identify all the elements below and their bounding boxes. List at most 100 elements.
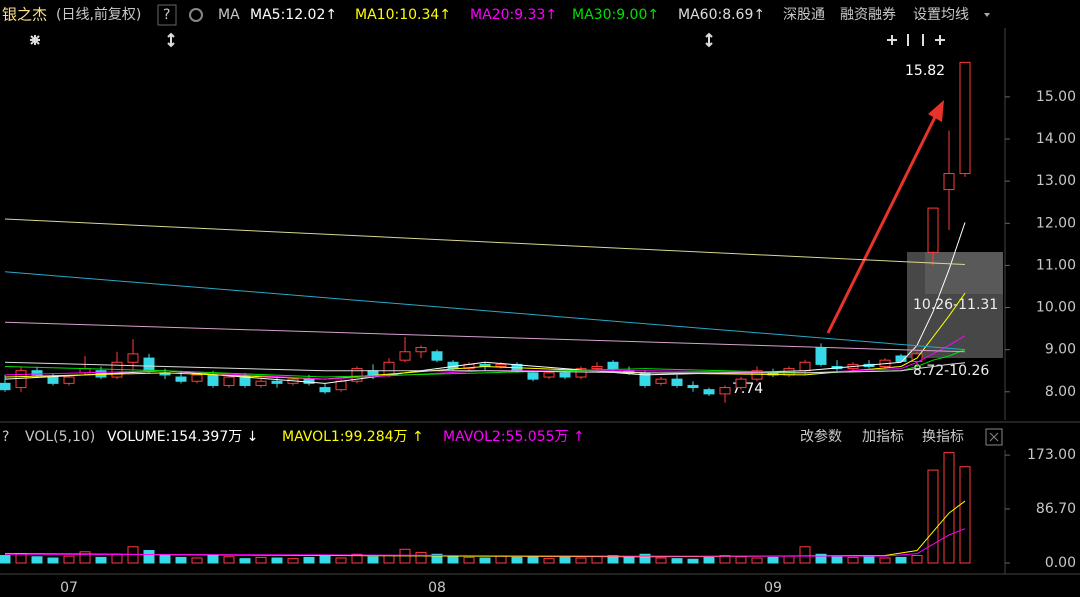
legend-entry: MAVOL2:55.055万 ↑ [443, 429, 585, 445]
stock-name[interactable]: 银之杰 [2, 6, 47, 24]
volume-bar [687, 558, 699, 564]
volume-bar [543, 558, 555, 564]
volume-bar [511, 556, 523, 564]
legend-entry: MAVOL1:99.284万 ↑ [282, 429, 424, 445]
volume-bar [591, 555, 603, 564]
y-tick-label: 13.00 [1036, 173, 1076, 189]
candle-body [399, 351, 411, 361]
volume-bar [143, 550, 155, 564]
y-tick-label: 8.00 [1045, 384, 1076, 400]
candle-body [943, 173, 955, 191]
ma-line [4, 321, 966, 353]
candle-body [735, 378, 747, 389]
volume-bar [655, 557, 667, 564]
volume-bar [495, 555, 507, 564]
candle-body [655, 378, 667, 384]
candle-body [687, 384, 699, 389]
price-mode[interactable]: (日线,前复权) [56, 6, 141, 23]
volume-bar [0, 555, 11, 564]
candle-body [127, 353, 139, 363]
ma-line [4, 500, 966, 558]
link[interactable]: 深股通 [783, 7, 825, 23]
volume-bar [319, 555, 331, 564]
x-tick-label: 09 [764, 580, 782, 596]
candle-body [0, 382, 11, 391]
candle-body [527, 372, 539, 380]
volume-bar [431, 553, 443, 564]
gap-zone [925, 252, 1003, 294]
volume-bar [415, 551, 427, 564]
x-tick-label: 08 [428, 580, 446, 596]
candle-body [815, 347, 827, 365]
volume-bar [207, 555, 219, 564]
volume-bar [159, 555, 171, 564]
volume-bar [943, 452, 955, 564]
volume-bar [111, 553, 123, 564]
y-tick-label: 14.00 [1036, 131, 1076, 147]
help[interactable]: ? [2, 429, 9, 445]
legend-entry: MA30:9.00↑ [572, 7, 659, 23]
y-tick-label: 15.00 [1036, 89, 1076, 105]
volume-bar [799, 546, 811, 564]
volume-bar [895, 556, 907, 564]
tool[interactable]: 加指标 [862, 429, 904, 445]
settings-icon[interactable] [189, 8, 203, 22]
candle-body [15, 370, 27, 389]
volume-bar [175, 556, 187, 564]
ma-line [4, 292, 966, 380]
tool[interactable]: 换指标 [922, 428, 964, 445]
volume-bar [911, 555, 923, 564]
volume-bar [735, 556, 747, 564]
candle-body [719, 387, 731, 395]
volume-bar [223, 556, 235, 564]
candle-body [431, 351, 443, 361]
close-icon[interactable] [985, 428, 1003, 446]
volume-bar [927, 469, 939, 564]
volume-bar [351, 553, 363, 564]
candle-body [335, 380, 347, 391]
candle-body [447, 361, 459, 370]
volume-bar [783, 555, 795, 564]
link[interactable]: 融资融券 [840, 7, 896, 23]
volume-bar [95, 556, 107, 564]
volume-bar [15, 553, 27, 564]
volume-bar [639, 553, 651, 564]
gap-zone [907, 252, 1003, 358]
candle-body [895, 355, 907, 362]
dropdown-icon[interactable] [984, 13, 990, 17]
volume-bar [31, 556, 43, 564]
legend-entry: MA60:8.69↑ [678, 7, 765, 23]
candle-body [607, 361, 619, 370]
legend-entry: MA5:12.02↑ [250, 7, 337, 23]
volume-bar [303, 556, 315, 564]
volume-bar [447, 556, 459, 564]
candle-body [47, 376, 59, 384]
help[interactable]: ? [163, 7, 170, 23]
candle-body [415, 347, 427, 353]
candle-body [79, 368, 91, 374]
y-tick-label: 10.00 [1036, 300, 1076, 316]
volume-bar [335, 557, 347, 564]
volume-bar [527, 556, 539, 564]
volume-bar [831, 556, 843, 564]
legend-entry: MA10:10.34↑ [355, 7, 451, 23]
tool[interactable]: 改参数 [800, 428, 842, 445]
link[interactable]: 设置均线 [913, 7, 969, 23]
candle-body [239, 376, 251, 386]
volume-bar [79, 551, 91, 564]
y-tick-label: 11.00 [1036, 257, 1076, 273]
volume-bar [879, 557, 891, 564]
volume-bar [751, 557, 763, 564]
candle-body [367, 370, 379, 376]
candle-body [543, 372, 555, 378]
candle-body [751, 370, 763, 380]
volume-bar [367, 556, 379, 564]
candle-body [319, 387, 331, 393]
y-tick-label: 12.00 [1036, 215, 1076, 231]
help-box[interactable] [157, 4, 177, 26]
candle-body [31, 370, 43, 376]
gap-label: 10.26-11.31 [913, 297, 998, 313]
candle-body [175, 376, 187, 382]
